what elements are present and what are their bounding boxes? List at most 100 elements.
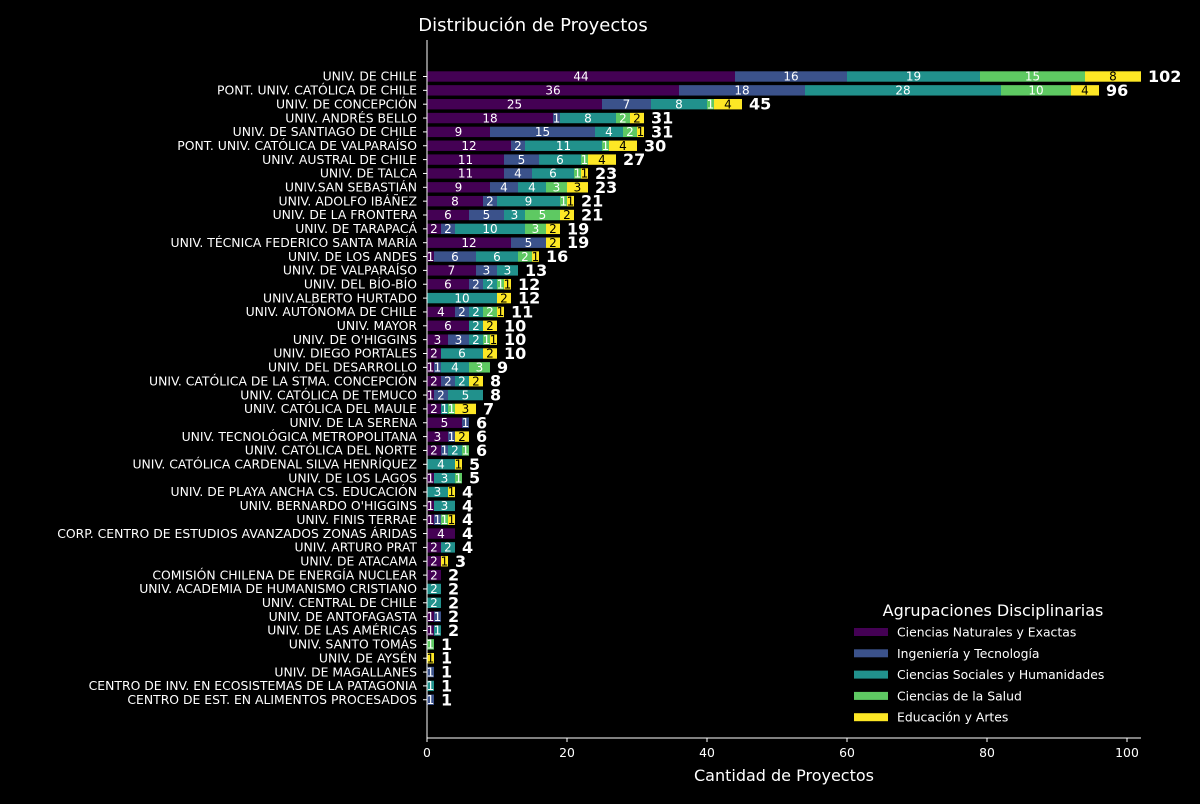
bar-segment	[714, 99, 742, 110]
segment-value-label: 1	[560, 194, 568, 208]
x-tick-label: 60	[839, 745, 855, 760]
total-value-label: 2	[448, 593, 459, 612]
bar-segment	[427, 209, 469, 221]
segment-value-label: 3	[553, 181, 561, 195]
bar-segment	[434, 611, 441, 622]
bar-segment	[490, 334, 497, 345]
bar-segment	[483, 348, 497, 359]
category-label: UNIV. DE LOS ANDES	[288, 249, 417, 264]
total-value-label: 30	[644, 136, 666, 155]
segment-value-label: 2	[430, 541, 438, 555]
bar-segment	[427, 251, 434, 262]
segment-value-label: 15	[535, 125, 550, 139]
bar-segment	[448, 334, 469, 345]
bar-segment	[609, 140, 637, 151]
bar-segment	[525, 223, 546, 235]
segment-value-label: 19	[906, 70, 921, 84]
bar-segment	[434, 251, 476, 262]
bar-segment	[574, 168, 581, 179]
total-value-label: 45	[749, 95, 771, 114]
segment-value-label: 2	[486, 319, 494, 333]
total-value-label: 21	[581, 206, 603, 225]
legend-label: Educación y Artes	[897, 710, 1008, 725]
total-value-label: 1	[441, 676, 452, 695]
category-label: UNIV. CATÓLICA DEL MAULE	[244, 401, 417, 416]
bar-segment	[637, 126, 644, 138]
segment-value-label: 4	[514, 167, 522, 181]
bar-segment	[441, 376, 455, 387]
segment-value-label: 1	[427, 388, 435, 402]
x-tick-label: 100	[1115, 745, 1139, 760]
bar-segment	[427, 182, 490, 193]
segment-value-label: 3	[532, 222, 540, 236]
segment-value-label: 1	[427, 513, 435, 527]
bar-segment	[469, 334, 483, 345]
bar-segment	[455, 306, 469, 318]
category-label: PONT. UNIV. CATÓLICA DE VALPARAÍSO	[177, 138, 417, 153]
segment-value-label: 1	[462, 444, 470, 458]
segment-value-label: 8	[675, 97, 683, 111]
bar-segment	[427, 500, 434, 512]
segment-value-label: 1	[441, 554, 449, 568]
segment-value-label: 2	[444, 374, 452, 388]
bar-segment	[441, 403, 448, 415]
bar-segment	[588, 154, 616, 165]
x-tick-label: 80	[979, 745, 995, 760]
segment-value-label: 6	[444, 208, 452, 222]
segment-value-label: 3	[434, 333, 442, 347]
bar-segment	[616, 112, 630, 124]
bar-segment	[623, 126, 637, 138]
legend-swatch	[854, 691, 888, 700]
segment-value-label: 2	[430, 554, 438, 568]
bar-segment	[441, 542, 455, 553]
segment-value-label: 1	[427, 693, 435, 707]
bar-segment	[434, 514, 441, 525]
segment-value-label: 1	[427, 638, 435, 652]
segment-value-label: 4	[528, 181, 536, 195]
segment-value-label: 4	[437, 527, 445, 541]
segment-value-label: 28	[895, 84, 910, 98]
legend-swatch	[854, 649, 888, 658]
category-label: UNIV. ANDRÉS BELLO	[285, 110, 417, 125]
segment-value-label: 8	[584, 111, 592, 125]
bar-segment	[434, 472, 455, 484]
bar-segment	[595, 126, 623, 138]
segment-value-label: 1	[574, 167, 582, 181]
segment-value-label: 1	[448, 485, 456, 499]
segment-value-label: 1	[427, 250, 435, 264]
segment-value-label: 4	[724, 97, 732, 111]
bar-segment	[476, 265, 497, 276]
total-value-label: 9	[497, 358, 508, 377]
bar-segment	[546, 182, 567, 193]
segment-value-label: 11	[458, 167, 473, 181]
bar-segment	[553, 112, 560, 124]
segment-value-label: 3	[441, 471, 449, 485]
bar-segment	[560, 209, 574, 221]
total-value-label: 10	[504, 344, 526, 363]
category-label: UNIV. MAYOR	[337, 318, 418, 333]
segment-value-label: 2	[472, 277, 480, 291]
segment-value-label: 1	[490, 333, 498, 347]
segment-value-label: 2	[430, 222, 438, 236]
segment-value-label: 1	[455, 471, 463, 485]
bar-segment	[427, 112, 553, 124]
segment-value-label: 18	[482, 111, 497, 125]
bar-segment	[525, 209, 560, 221]
segment-value-label: 1	[637, 125, 645, 139]
segment-value-label: 2	[458, 430, 466, 444]
category-label: UNIV. ADOLFO IBÁÑEZ	[279, 193, 417, 208]
segment-value-label: 2	[486, 194, 494, 208]
segment-value-label: 2	[549, 236, 557, 250]
segment-value-label: 2	[458, 305, 466, 319]
bar-segment	[497, 195, 560, 207]
total-value-label: 1	[441, 649, 452, 668]
segment-value-label: 2	[472, 319, 480, 333]
segment-value-label: 9	[455, 181, 463, 195]
segment-value-label: 2	[521, 250, 529, 264]
category-label: UNIV. DE CONCEPCIÓN	[276, 96, 417, 111]
bar-segment	[427, 431, 448, 442]
category-label: UNIV. DE LAS AMÉRICAS	[267, 623, 417, 638]
bar-segment	[469, 320, 483, 331]
bar-segment	[504, 154, 539, 165]
